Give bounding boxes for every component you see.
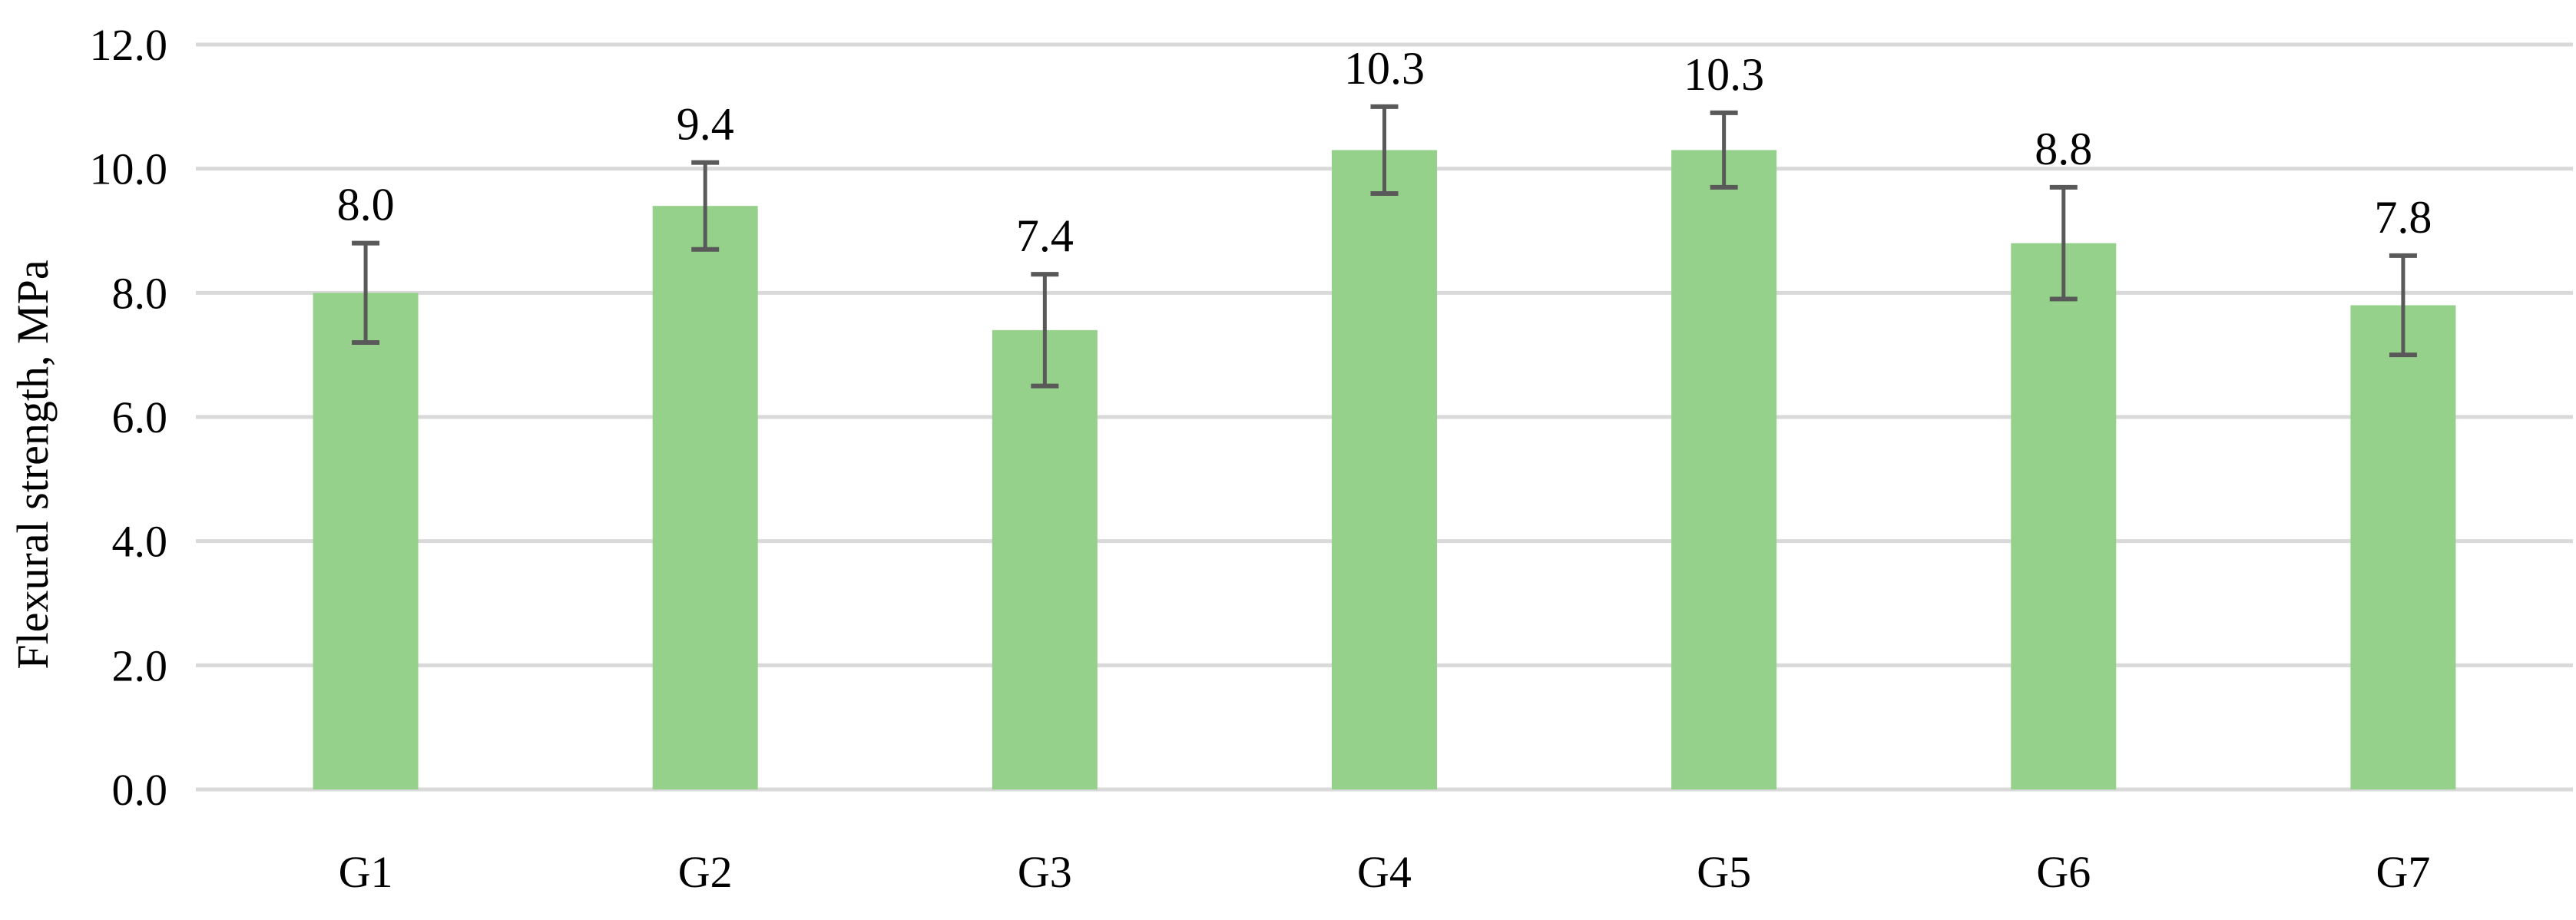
bar-g4 bbox=[1332, 150, 1437, 789]
x-category-label: G6 bbox=[2036, 847, 2091, 897]
x-category-label: G5 bbox=[1697, 847, 1751, 897]
data-label: 9.4 bbox=[677, 99, 734, 150]
y-axis-ticks: 0.0 2.0 4.0 6.0 8.0 10.0 12.0 bbox=[90, 20, 168, 815]
bar-g6 bbox=[2011, 243, 2117, 790]
bar-g2 bbox=[652, 206, 758, 790]
bar-g3 bbox=[992, 329, 1098, 789]
error-bar-g5 bbox=[1710, 110, 1738, 190]
y-tick-label: 12.0 bbox=[90, 20, 168, 70]
y-tick-label: 8.0 bbox=[112, 268, 168, 318]
x-category-label: G3 bbox=[1018, 847, 1072, 897]
y-tick-label: 4.0 bbox=[112, 517, 168, 567]
x-category-label: G7 bbox=[2376, 847, 2430, 897]
x-category-label: G4 bbox=[1357, 847, 1412, 897]
error-bar-g7 bbox=[2389, 253, 2417, 358]
data-label: 7.8 bbox=[2374, 192, 2432, 243]
data-label: 8.0 bbox=[337, 180, 395, 230]
data-label: 10.3 bbox=[1344, 43, 1425, 94]
x-category-label: G2 bbox=[678, 847, 733, 897]
y-tick-label: 2.0 bbox=[112, 640, 168, 690]
error-bars bbox=[352, 104, 2417, 389]
y-axis-title: Flexural strength, MPa bbox=[8, 260, 58, 669]
y-tick-label: 10.0 bbox=[90, 144, 168, 194]
error-bar-g1 bbox=[352, 240, 380, 345]
bar-g7 bbox=[2350, 305, 2456, 789]
error-bar-g4 bbox=[1370, 104, 1399, 196]
bar-g5 bbox=[1671, 150, 1777, 789]
error-bar-g6 bbox=[2049, 184, 2078, 302]
error-bar-g3 bbox=[1031, 272, 1059, 389]
error-bar-g2 bbox=[691, 160, 720, 252]
data-label: 8.8 bbox=[2035, 124, 2092, 174]
x-axis-categories: G1 G2 G3 G4 G5 G6 G7 bbox=[339, 847, 2431, 897]
data-label: 10.3 bbox=[1684, 49, 1764, 100]
data-label: 7.4 bbox=[1016, 210, 1074, 261]
y-tick-label: 0.0 bbox=[112, 765, 168, 815]
y-tick-label: 6.0 bbox=[112, 392, 168, 442]
data-labels: 8.0 9.4 7.4 10.3 10.3 8.8 7.8 bbox=[337, 43, 2432, 261]
bar-g1 bbox=[313, 293, 419, 789]
bars bbox=[313, 150, 2456, 790]
x-category-label: G1 bbox=[339, 847, 393, 897]
